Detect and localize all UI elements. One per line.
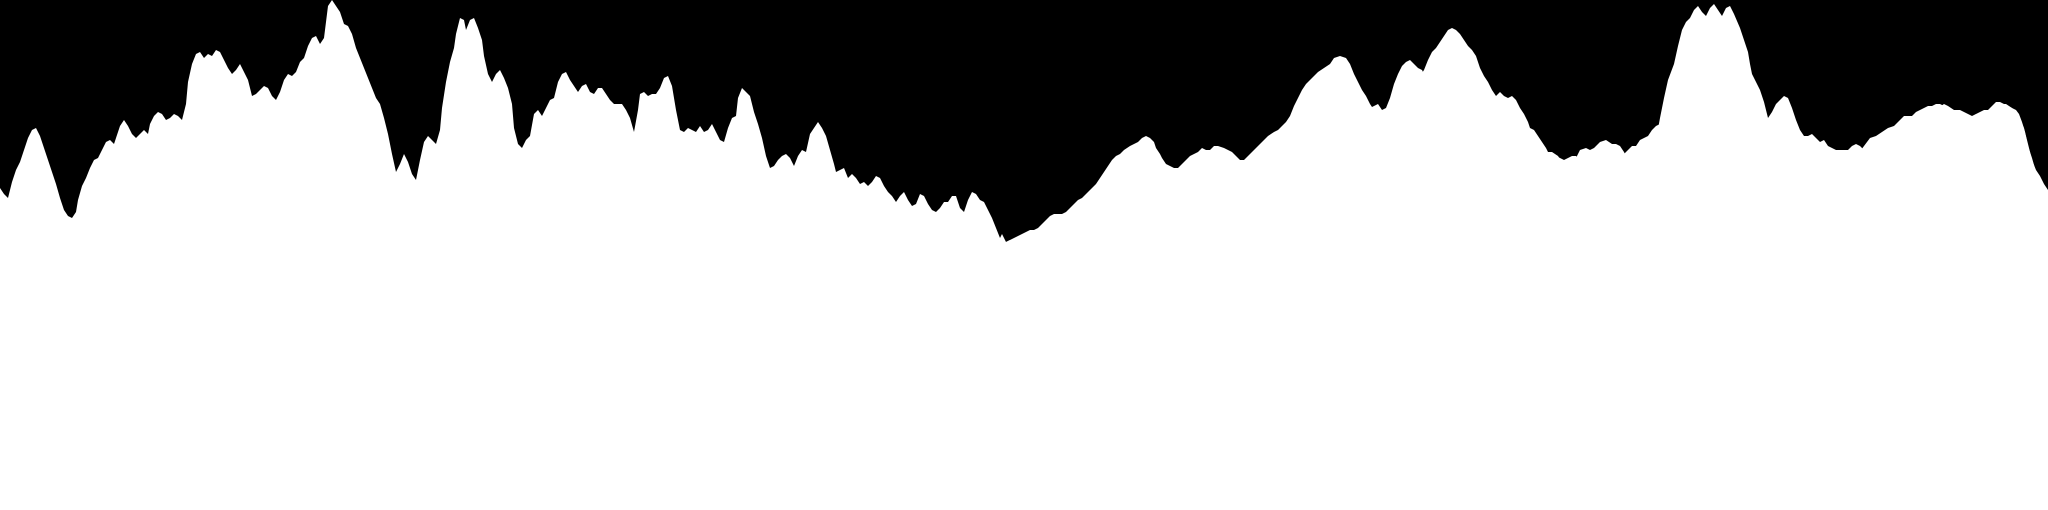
mountain-range [0, 0, 2048, 510]
mountain-silhouette-graphic [0, 0, 2048, 510]
skyline-silhouette-canvas [0, 0, 2048, 510]
